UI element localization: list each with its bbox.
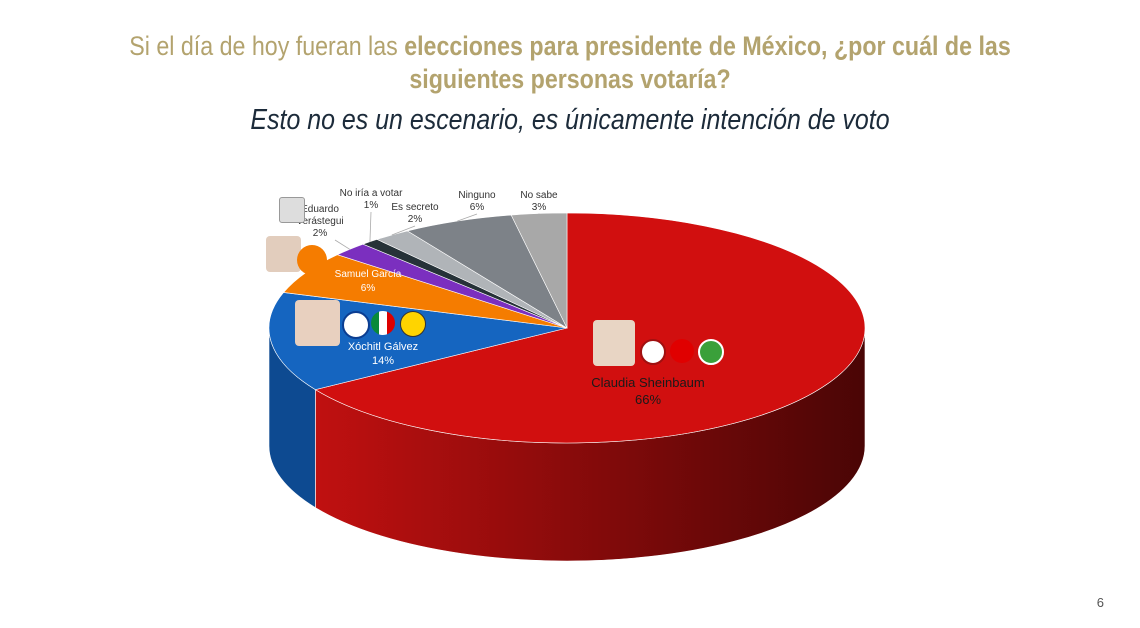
label-no-sabe: No sabe 3% [520,190,558,213]
eduardo-name: Eduardo Verástegui [296,204,344,227]
title-bold: elecciones para presidente de México, ¿p… [404,31,1011,94]
title-regular: Si el día de hoy fueran las [129,31,405,61]
eduardo-placeholder-icon [279,197,305,223]
pie-slice-7 [510,212,568,329]
chart-title: Si el día de hoy fueran las elecciones p… [80,30,1060,96]
label-xochitl: Xóchitl Gálvez 14% [347,341,419,367]
mc-logo-icon [297,245,327,275]
leader-line-3 [334,239,350,250]
leader-line-6 [457,213,478,222]
label-eduardo: Eduardo Verástegui 2% [289,204,351,240]
label-claudia: Claudia Sheinbaum 66% [591,375,705,407]
label-ninguno: Ninguno 6% [458,190,496,213]
label-no-iria: No iría a votar 1% [339,188,403,211]
pri-logo-icon [371,311,395,335]
xochitl-photo-icon [295,300,340,346]
morena-logo-icon [640,339,666,365]
pvem-logo-icon [698,339,724,365]
leader-line-4 [369,211,372,242]
pan-logo-icon [342,311,370,339]
pt-logo-icon [670,339,694,363]
label-es-secreto: Es secreto 2% [391,202,439,225]
leader-line-5 [391,225,416,236]
pie-slice-0 [314,212,866,444]
page-number: 6 [1096,595,1104,610]
prd-logo-icon [400,311,426,337]
samuel-photo-icon [266,236,301,272]
label-samuel: Samuel García 6% [334,269,402,294]
chart-subtitle: Esto no es un escenario, es únicamente i… [250,104,890,136]
claudia-photo-icon [593,320,635,366]
